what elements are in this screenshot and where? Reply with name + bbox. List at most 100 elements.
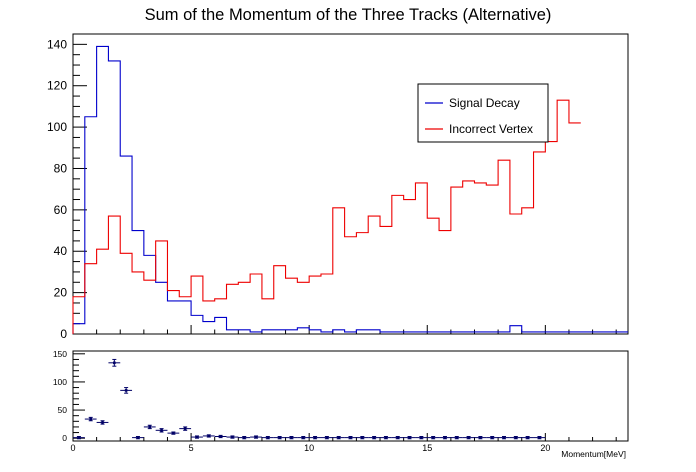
point-marker <box>77 436 81 439</box>
data-point <box>462 436 475 440</box>
data-point <box>226 435 239 439</box>
data-point <box>84 416 97 422</box>
point-marker <box>337 436 340 439</box>
data-point <box>285 436 298 440</box>
data-point <box>108 358 121 367</box>
data-point <box>380 436 392 440</box>
data-point <box>191 435 203 439</box>
data-point <box>261 436 274 440</box>
point-marker <box>526 436 529 439</box>
data-point <box>498 436 510 440</box>
data-point <box>297 436 310 440</box>
data-point <box>250 435 262 439</box>
y-tick-label: 20 <box>54 286 68 300</box>
data-point <box>391 436 404 440</box>
bottom-y-tick-label: 50 <box>58 405 68 415</box>
x-axis-label: Momentum[MeV] <box>561 449 626 459</box>
data-point <box>238 436 251 440</box>
data-point <box>521 436 534 440</box>
y-tick-label: 100 <box>47 120 67 134</box>
y-tick-label: 40 <box>54 244 68 258</box>
bottom-axis-tick-labels: 0 50 100 150 0 5 10 15 20 <box>53 349 551 453</box>
point-marker <box>231 435 234 439</box>
histogram-series-1 <box>72 99 581 334</box>
x-tick-label: 0 <box>70 443 75 453</box>
point-marker <box>160 429 163 432</box>
bottom-points-series <box>73 358 546 440</box>
point-marker <box>278 436 281 439</box>
bottom-axis-ticks <box>72 353 617 441</box>
point-marker <box>396 436 400 439</box>
data-point <box>73 436 85 440</box>
point-marker <box>195 435 199 439</box>
data-point <box>450 436 463 440</box>
bottom-ratio-panel: 0 50 100 150 0 5 10 15 20 Momentum[MeV] <box>53 349 629 459</box>
data-point <box>132 436 144 440</box>
point-marker <box>148 425 152 429</box>
point-marker <box>384 436 388 439</box>
x-tick-label: 20 <box>540 443 550 453</box>
top-histogram-panel: 0 20 40 60 80 100 120 140 Signal Decay Incorrec… <box>47 33 629 341</box>
bottom-plot-frame <box>72 350 629 442</box>
point-marker <box>254 435 258 439</box>
x-tick-label: 10 <box>304 443 314 453</box>
legend: Signal Decay Incorrect Vertex <box>417 83 549 143</box>
point-marker <box>219 435 222 438</box>
point-marker <box>290 436 293 439</box>
y-tick-label: 140 <box>47 37 67 51</box>
data-point <box>179 426 192 431</box>
data-point <box>202 434 215 438</box>
top-axis-ticks <box>72 33 617 335</box>
data-point <box>403 436 416 440</box>
legend-incorrect-label: Incorrect Vertex <box>449 122 533 136</box>
y-tick-label: 120 <box>47 79 67 93</box>
top-histogram-series <box>72 45 628 334</box>
bottom-y-tick-label: 150 <box>53 349 67 359</box>
point-marker <box>136 436 140 439</box>
y-tick-label: 80 <box>54 161 68 175</box>
data-point <box>214 434 227 439</box>
point-marker <box>113 361 116 365</box>
data-point <box>120 387 133 394</box>
data-point <box>155 428 168 433</box>
bottom-y-tick-label: 100 <box>53 377 67 387</box>
x-tick-label: 5 <box>189 443 194 453</box>
point-marker <box>361 436 364 439</box>
point-marker <box>101 421 104 424</box>
point-marker <box>538 436 541 439</box>
data-point <box>143 424 156 430</box>
y-tick-label: 0 <box>60 327 67 341</box>
point-marker <box>325 436 329 439</box>
point-marker <box>408 436 411 439</box>
point-marker <box>420 436 423 439</box>
data-point <box>474 436 487 440</box>
data-point <box>332 436 345 440</box>
point-marker <box>431 436 435 439</box>
point-marker <box>443 436 447 439</box>
x-tick-label: 15 <box>422 443 432 453</box>
data-point <box>486 436 499 440</box>
point-marker <box>301 436 305 439</box>
point-marker <box>490 436 494 439</box>
data-point <box>368 436 381 440</box>
point-marker <box>502 436 506 439</box>
point-marker <box>124 389 128 392</box>
point-marker <box>514 436 518 439</box>
point-marker <box>455 436 459 439</box>
data-point <box>309 436 321 440</box>
data-point <box>509 436 522 440</box>
legend-signal-label: Signal Decay <box>449 96 520 110</box>
data-point <box>439 436 451 440</box>
point-marker <box>183 427 187 430</box>
data-point <box>415 436 428 440</box>
data-point <box>533 436 546 440</box>
point-marker <box>467 436 470 439</box>
point-marker <box>172 431 175 435</box>
point-marker <box>313 436 317 439</box>
data-point <box>320 436 333 440</box>
histogram-series-0 <box>72 45 628 334</box>
data-point <box>344 436 357 440</box>
point-marker <box>349 436 352 439</box>
point-marker <box>372 436 376 439</box>
